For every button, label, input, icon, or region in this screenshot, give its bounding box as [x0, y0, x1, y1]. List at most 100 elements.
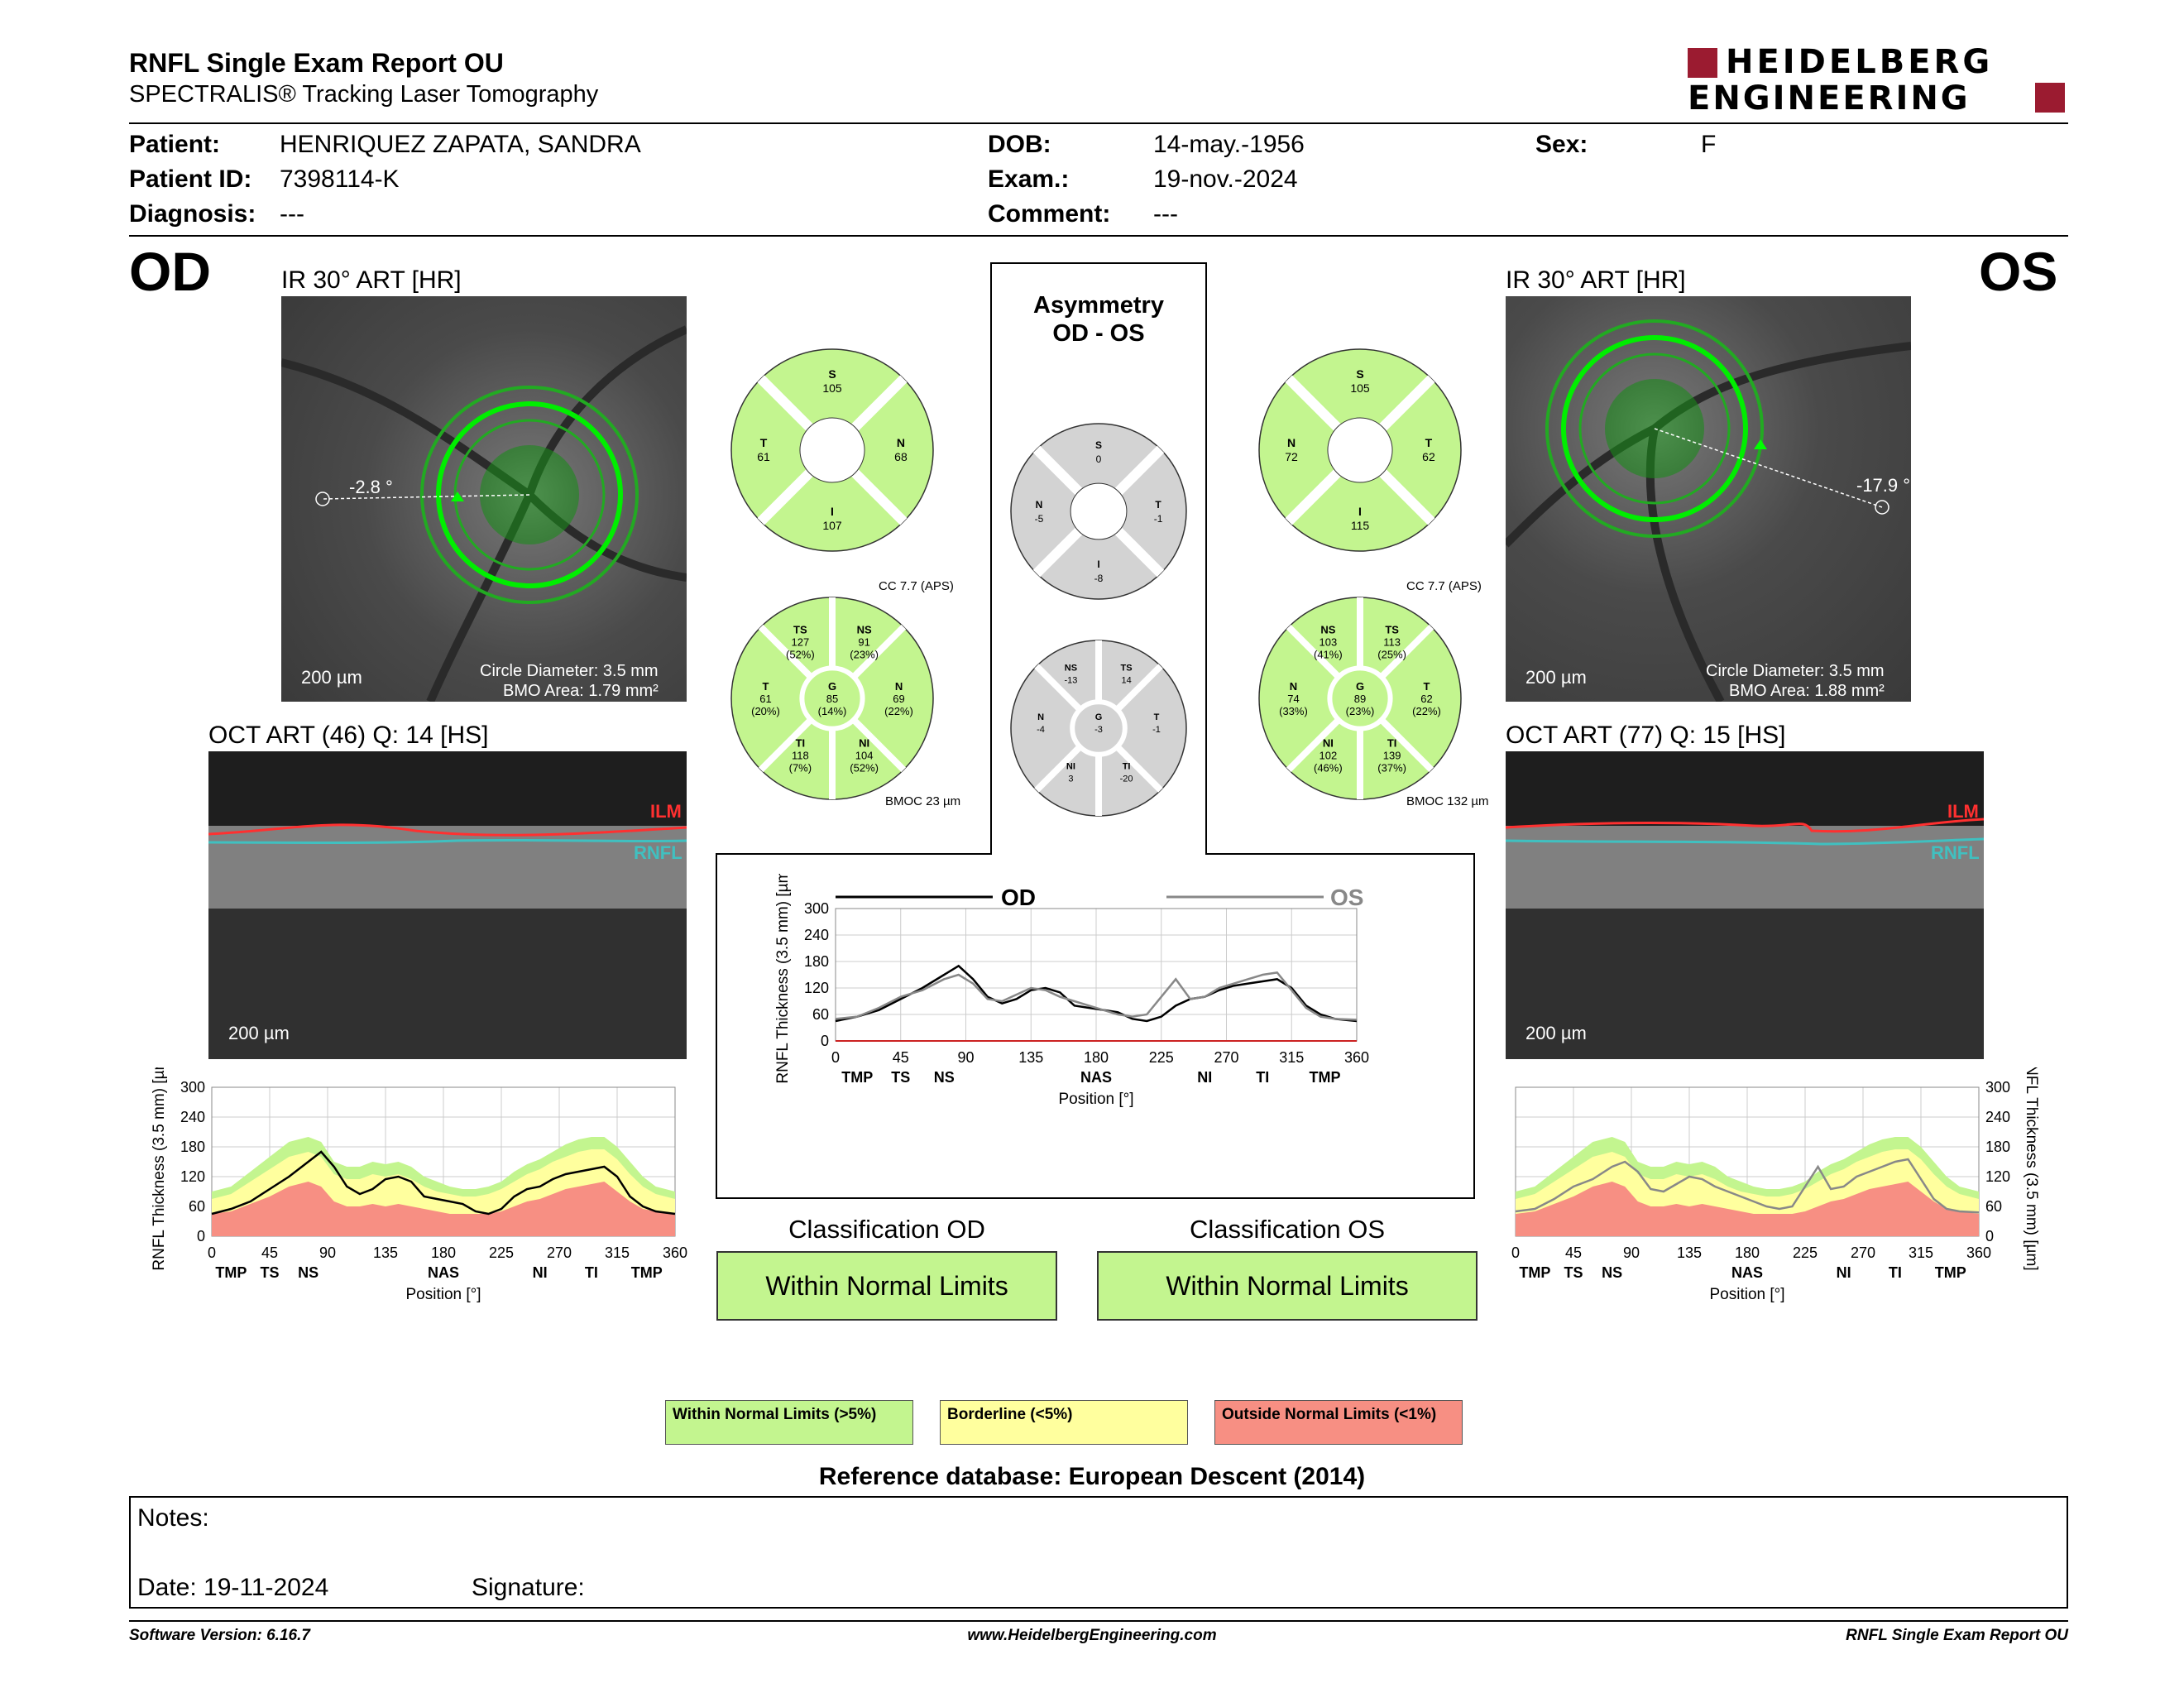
sector-center: [1070, 482, 1128, 540]
sector-center: [1070, 699, 1128, 757]
sector-value-ni: 104: [855, 749, 874, 761]
y-tick-label: 300: [180, 1079, 205, 1096]
sector-value-ti: -20: [1120, 774, 1133, 784]
asymmetry-sector-6-diagram: NS -13 TS 14 N -4 G -3 T -1 NI 3 TI -20: [1010, 640, 1187, 817]
sector-letter-i: I: [831, 505, 834, 518]
region-label: TMP: [1310, 1069, 1341, 1086]
sector-letter-ns: NS: [1320, 624, 1335, 636]
sector-value-t: -1: [1154, 513, 1163, 525]
sector-divider: [757, 469, 813, 525]
x-tick-label: 225: [489, 1244, 514, 1261]
region-label: TI: [1256, 1069, 1269, 1086]
sector-pct-ts: (25%): [1377, 649, 1406, 661]
footer-website[interactable]: www.HeidelbergEngineering.com: [967, 1627, 1217, 1644]
sector-letter-g: G: [1356, 680, 1364, 693]
y-tick-label: 60: [189, 1198, 205, 1215]
series-line-od: [835, 964, 1358, 1023]
logo-line1: HEIDELBERG: [1726, 43, 1994, 81]
sector-divider: [1286, 624, 1341, 679]
od-angle: -2.8 °: [349, 477, 393, 497]
sector-value-g: -3: [1094, 725, 1103, 735]
x-axis-label: Position [°]: [1058, 1091, 1133, 1108]
sector-value-g: 89: [1354, 693, 1366, 705]
sector-divider: [1379, 624, 1434, 679]
legend-outside-normal: Outside Normal Limits (<1%): [1214, 1400, 1463, 1445]
os-ir-scale: 200 µm: [1525, 667, 1587, 688]
x-tick-label: 135: [1018, 1049, 1043, 1066]
sector-center: [1327, 417, 1393, 483]
y-tick-label: 0: [821, 1033, 829, 1049]
sector-center: [799, 665, 865, 731]
sector-letter-g: G: [1095, 712, 1103, 722]
sector-pct-ns: (23%): [850, 649, 879, 661]
sector-value-ti: 118: [792, 749, 809, 761]
x-tick-label: 45: [261, 1244, 278, 1261]
region-label: TMP: [1935, 1264, 1966, 1281]
sector-letter-n: N: [897, 436, 905, 449]
region-label: NS: [298, 1264, 318, 1281]
header-divider: [129, 122, 2068, 124]
sector-pct-t: (22%): [1412, 705, 1441, 717]
series-line-os: [835, 971, 1358, 1021]
patient-info: Patient: HENRIQUEZ ZAPATA, SANDRA Patien…: [129, 127, 2068, 235]
x-tick-label: 315: [605, 1244, 630, 1261]
sector-letter-ns: NS: [1065, 664, 1077, 674]
region-label: TMP: [215, 1264, 247, 1281]
sector-value-t: 61: [759, 693, 771, 705]
notes-date: Date: 19-11-2024: [137, 1574, 329, 1601]
os-bmo-area: BMO Area: 1.88 mm²: [1729, 682, 1885, 700]
y-tick-label: 60: [1985, 1198, 2002, 1215]
x-tick-label: 225: [1793, 1244, 1818, 1261]
series-line-od: [211, 1150, 676, 1216]
x-tick-label: 270: [1214, 1049, 1238, 1066]
logo-line2: ENGINEERING: [1688, 79, 1971, 117]
od-ir-title: IR 30° ART [HR]: [281, 266, 462, 294]
region-label: TS: [891, 1069, 910, 1086]
sector-divider: [1034, 744, 1083, 793]
x-tick-label: 180: [431, 1244, 456, 1261]
region-label: NS: [934, 1069, 955, 1086]
sector-value-s: 0: [1096, 453, 1102, 465]
od-circle-diameter: Circle Diameter: 3.5 mm: [480, 662, 659, 680]
x-tick-label: 45: [893, 1049, 909, 1066]
report-title: RNFL Single Exam Report OU: [129, 48, 504, 78]
sector-divider: [851, 469, 908, 525]
od-eye-label: OD: [129, 241, 211, 302]
os-fundus-image: [1506, 296, 1911, 702]
sector-letter-ti: TI: [796, 736, 806, 749]
sector-value-ti: 139: [1383, 749, 1401, 761]
sector-value-i: 107: [822, 519, 842, 532]
sector-letter-n: N: [1037, 712, 1044, 722]
sector-letter-ts: TS: [793, 624, 807, 636]
sector-divider: [851, 624, 907, 679]
region-label: NI: [1837, 1264, 1851, 1281]
od-oct-scale: 200 µm: [228, 1023, 290, 1043]
legend-label-os: OS: [1330, 885, 1363, 910]
os-circle-diameter: Circle Diameter: 3.5 mm: [1706, 662, 1885, 680]
os-ir-title: IR 30° ART [HR]: [1506, 266, 1686, 294]
sector-divider: [758, 717, 813, 773]
sector-value-ts: 127: [791, 636, 809, 649]
sector-value-ns: 103: [1319, 636, 1337, 649]
sector-pct-n: (33%): [1279, 705, 1308, 717]
os-cc-label: CC 7.7 (APS): [1406, 579, 1482, 593]
os-bmoc-label: BMOC 132 µm: [1406, 794, 1489, 808]
sector-letter-s: S: [828, 367, 836, 381]
sector-value-t: 61: [757, 450, 770, 463]
band-outside-normal: [1516, 1182, 1979, 1236]
sector-letter-g: G: [828, 680, 836, 693]
patient-divider: [129, 235, 2068, 237]
sector-divider: [1032, 445, 1083, 496]
y-tick-label: 300: [804, 900, 829, 917]
x-axis-label: Position [°]: [405, 1286, 481, 1303]
sector-value-s: 105: [822, 381, 842, 395]
sector-center: [799, 417, 865, 483]
sector-letter-t: T: [1424, 680, 1430, 693]
sector-letter-t: T: [760, 436, 768, 449]
region-label: TMP: [841, 1069, 873, 1086]
asymmetry-sector-4-diagram: S 0 I -8 N -5 T -1: [1010, 423, 1187, 600]
footer-version: Software Version: 6.16.7: [129, 1627, 310, 1644]
y-tick-label: 240: [1985, 1109, 2010, 1125]
sector-value-n: -4: [1037, 725, 1045, 735]
sector-value-ns: 91: [858, 636, 869, 649]
